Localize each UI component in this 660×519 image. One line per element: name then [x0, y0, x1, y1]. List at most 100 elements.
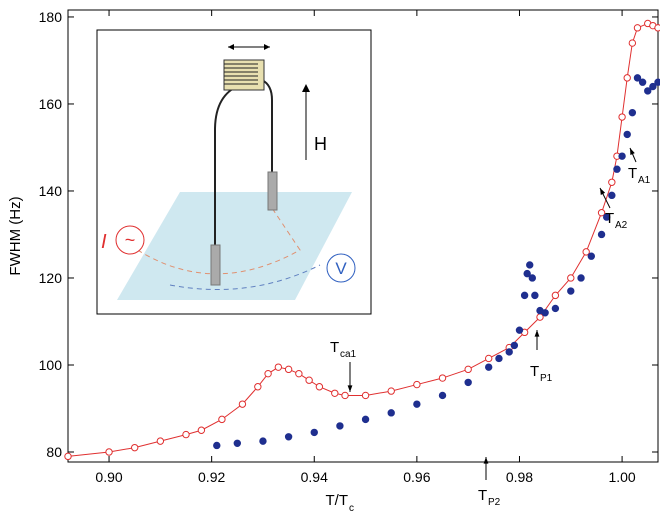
annotation-subscript: A2 — [615, 220, 628, 231]
data-point — [638, 78, 647, 86]
data-point — [654, 24, 660, 32]
data-point — [587, 252, 596, 260]
data-point — [551, 291, 560, 300]
resonator — [223, 59, 265, 91]
arrow-head — [600, 188, 606, 195]
x-tick-label: 0.98 — [506, 469, 533, 485]
data-point — [618, 113, 626, 121]
data-point — [264, 369, 272, 378]
x-tick-label: 0.92 — [198, 469, 225, 485]
data-point — [515, 326, 524, 334]
data-point — [608, 191, 616, 200]
annotation-subscript: ca1 — [340, 349, 357, 360]
data-point — [438, 391, 447, 400]
x-tick-label: 0.96 — [403, 469, 430, 485]
annotation-subscript: P1 — [540, 373, 553, 384]
annotation-label: T — [530, 363, 539, 380]
data-point — [130, 443, 139, 452]
data-point — [541, 309, 549, 317]
data-point — [156, 437, 165, 445]
y-tick-label: 100 — [39, 357, 63, 373]
annotation-label: T — [605, 210, 614, 227]
data-point — [597, 209, 606, 217]
data-point — [597, 230, 606, 239]
x-tick-label: 1.00 — [608, 469, 635, 485]
data-point — [623, 74, 631, 82]
data-point — [213, 441, 221, 450]
plot-frame — [67, 9, 659, 463]
data-point — [567, 287, 575, 295]
data-point — [531, 291, 539, 300]
annotation-label: T — [628, 165, 637, 182]
probe — [267, 171, 278, 211]
data-point — [413, 400, 421, 408]
arrow-head — [630, 148, 635, 155]
data-point — [628, 108, 637, 117]
data-point — [577, 274, 585, 282]
data-point — [523, 269, 531, 278]
data-point — [64, 452, 72, 461]
data-point — [259, 437, 267, 445]
data-point — [602, 213, 611, 221]
data-point — [341, 391, 349, 400]
data-point — [295, 369, 303, 378]
sample-plane — [117, 192, 352, 300]
arrow-head — [534, 330, 540, 337]
arrow-head — [347, 385, 353, 392]
data-point — [644, 87, 652, 95]
data-point — [623, 130, 631, 139]
data-point — [484, 354, 493, 363]
data-point — [633, 74, 642, 82]
data-point — [254, 383, 262, 391]
data-point — [331, 389, 339, 397]
data-point — [582, 248, 590, 256]
data-point — [551, 304, 560, 313]
y-tick-label: 160 — [39, 96, 63, 112]
voltage-label: V — [335, 259, 347, 278]
data-point — [438, 374, 447, 382]
data-point — [274, 363, 283, 371]
data-point — [284, 365, 293, 374]
data-point — [528, 274, 537, 282]
data-point — [484, 363, 493, 371]
data-point — [315, 383, 324, 391]
x-tick-label: 0.90 — [95, 469, 122, 485]
y-tick-label: 80 — [46, 444, 62, 460]
data-point — [505, 348, 513, 356]
y-tick-label: 120 — [39, 270, 63, 286]
data-point — [218, 415, 226, 424]
y-tick-label: 180 — [39, 9, 63, 25]
voltmeter — [326, 253, 356, 283]
data-point — [361, 415, 370, 424]
field-label: H — [314, 134, 327, 154]
data-point — [510, 341, 519, 350]
data-point — [413, 380, 421, 389]
data-point — [284, 433, 293, 441]
x-axis-label: T/T — [326, 492, 349, 509]
data-point — [567, 274, 575, 282]
data-point — [305, 376, 313, 384]
data-point — [654, 78, 660, 86]
data-point — [361, 391, 370, 400]
data-point — [310, 428, 318, 437]
data-point — [387, 387, 395, 395]
annotation-subscript: A1 — [638, 175, 651, 186]
data-point — [628, 39, 637, 47]
current-label: I — [101, 231, 107, 253]
data-point — [464, 365, 472, 374]
data-point — [649, 82, 657, 91]
y-axis-label: FWHM (Hz) — [7, 196, 24, 275]
data-point — [526, 261, 534, 269]
arrow-head — [483, 457, 489, 464]
data-point — [182, 430, 190, 439]
data-point — [105, 448, 113, 456]
data-point — [387, 409, 395, 417]
data-point — [464, 378, 472, 387]
x-axis-label-sub: c — [349, 503, 354, 514]
annotation-label: T — [330, 339, 339, 356]
data-point — [613, 165, 621, 173]
data-point — [336, 422, 344, 430]
current-source — [115, 225, 145, 255]
annotation-subscript: P2 — [488, 497, 501, 508]
